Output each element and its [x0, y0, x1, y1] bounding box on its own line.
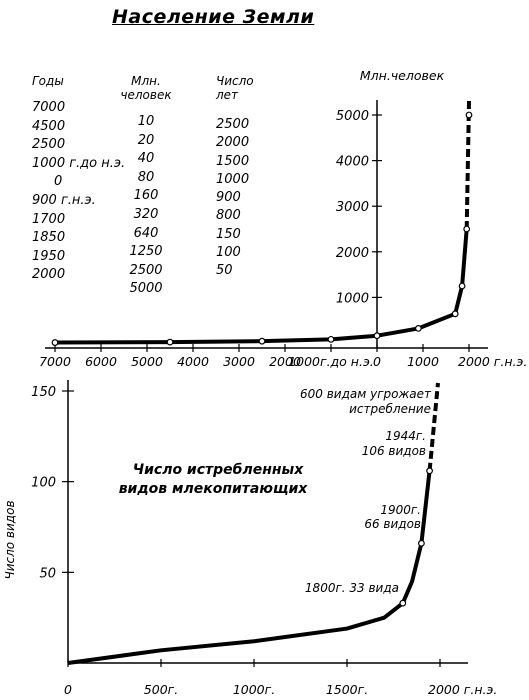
annotation-label: 1944г. — [385, 429, 426, 443]
x-tick-label: 5000 — [131, 354, 163, 369]
x-tick-label: 6000 — [85, 354, 117, 369]
x-tick-label: 1500г. — [326, 682, 368, 697]
x-tick-label: 3000 — [223, 354, 255, 369]
table-cell: 10 — [137, 114, 155, 129]
y-tick-label: 5000 — [336, 109, 369, 124]
chart-title: Число истребленных — [133, 462, 304, 478]
x-tick-label: 0 — [373, 354, 381, 369]
table-cell: 900 — [216, 190, 241, 206]
y-tick-label: 2000 — [336, 246, 369, 261]
table-cell: 1850 — [32, 230, 66, 246]
table-cell: 0 — [54, 174, 63, 190]
x-tick-label: 4000 — [177, 354, 209, 369]
table-cell: 2500 — [129, 262, 163, 278]
table-cell: 1000 г.до н.э. — [32, 155, 126, 171]
table-cell: 80 — [137, 169, 155, 185]
extinction-projection — [427, 382, 440, 471]
annotation-label: 600 видам угрожает — [300, 387, 432, 401]
table-cell: 1700 — [32, 211, 66, 227]
y-axis-label: Число видов — [3, 500, 17, 579]
x-tick-label: 500г. — [144, 682, 178, 697]
table-cell: 2500 — [32, 137, 66, 153]
table-cell: 1250 — [129, 244, 163, 260]
population-point — [327, 335, 335, 343]
population-projection — [464, 100, 471, 230]
table-cell: 4500 — [32, 118, 66, 134]
table-cell: 2000 — [32, 267, 66, 283]
extinction-point — [418, 539, 425, 547]
table-cell: 1950 — [32, 248, 66, 264]
chart-title: видов млекопитающих — [119, 481, 309, 497]
x-tick-label: 1000г. — [233, 682, 275, 697]
years-header: Годы — [32, 74, 64, 88]
table-cell: 5000 — [129, 281, 163, 297]
table-cell: 2500 — [216, 117, 250, 132]
annotation-label: 66 видов — [364, 517, 421, 531]
population-point — [166, 338, 174, 346]
table-cell: 2000 — [216, 135, 250, 151]
x-tick-label: 1000 — [407, 354, 439, 369]
table-cell: 1500 — [216, 153, 250, 169]
y-tick-label: 150 — [31, 385, 56, 400]
years-count-column: Число лет 2500 2000 1500 1000 900 800 15… — [216, 74, 256, 281]
extinction-point — [426, 467, 433, 475]
annotation-label: 106 видов — [362, 444, 426, 458]
population-line — [54, 228, 469, 345]
x-tick-label: 0 — [64, 682, 72, 697]
table-cell: 320 — [133, 206, 159, 222]
y-tick-label: 3000 — [336, 200, 369, 215]
y-tick-label: 4000 — [336, 155, 369, 170]
page-title: Население Земли — [112, 6, 315, 28]
population-point — [451, 310, 459, 318]
population-point — [373, 332, 381, 340]
annotation-label: 1900г. — [380, 503, 421, 517]
table-cell: 7000 — [32, 100, 66, 115]
table-cell: 640 — [133, 225, 159, 241]
table-cell: 160 — [133, 188, 159, 204]
table-cell: 800 — [216, 208, 241, 224]
x-tick-label: 2000 г.н.э. — [428, 682, 497, 697]
table-cell: 100 — [216, 245, 241, 261]
extinction-line — [67, 470, 432, 665]
y-axis-label: Млн.человек — [360, 68, 445, 83]
x-tick-label: 7000 — [39, 354, 71, 369]
y-tick-label: 100 — [31, 476, 56, 491]
x-tick-label: 2000 — [269, 354, 301, 369]
population-point — [465, 111, 473, 119]
table-cell: 40 — [137, 151, 155, 167]
population-header: Млн. человек — [120, 74, 172, 102]
annotation-label: 1800г. 33 вида — [305, 581, 399, 595]
y-tick-label: 50 — [39, 566, 56, 581]
table-cell: 1000 — [216, 171, 250, 187]
years-count-header: Число лет — [216, 74, 254, 102]
population-point — [415, 325, 422, 332]
population-point — [463, 225, 471, 233]
table-cell: 900 г.н.э. — [32, 192, 96, 208]
table-cell: 20 — [137, 132, 155, 148]
table-cell: 50 — [216, 263, 233, 279]
population-point — [258, 337, 266, 345]
population-point — [458, 282, 466, 290]
x-tick-label: 1000г.до н.э. — [288, 354, 374, 369]
x-tick-label: 2000 г.н.э. — [458, 354, 527, 369]
table-cell: 150 — [216, 226, 241, 242]
population-point — [51, 339, 59, 346]
y-tick-label: 1000 — [336, 291, 369, 306]
annotation-label: истребление — [349, 402, 431, 416]
population-column: Млн. человек 10 20 40 80 160 320 640 125… — [118, 74, 174, 299]
extinction-point — [399, 599, 407, 607]
years-column: Годы 7000 4500 2500 1000 г.до н.э. 0 900… — [32, 74, 125, 285]
